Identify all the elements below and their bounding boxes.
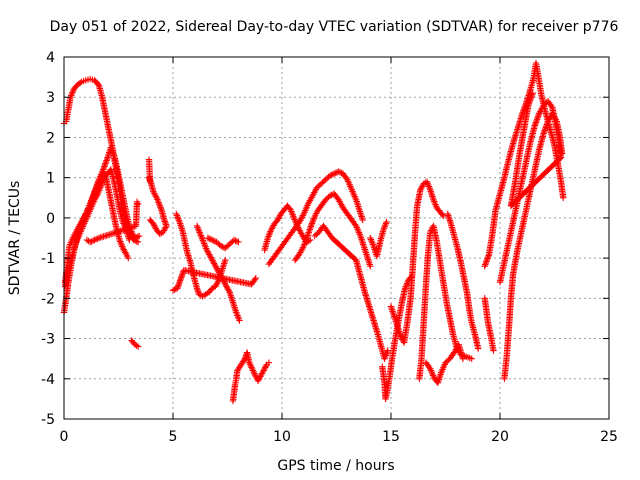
- data-point-markers: [367, 218, 415, 403]
- series-track-f: [145, 174, 170, 238]
- chart-title: Day 051 of 2022, Sidereal Day-to-day VTE…: [50, 19, 619, 35]
- data-point-markers: [229, 349, 273, 405]
- y-tick-label: -3: [41, 332, 55, 348]
- data-point-markers: [387, 178, 447, 346]
- series-track-d: [61, 168, 132, 286]
- grid: [64, 57, 609, 419]
- y-axis-label: SDTVAR / TECUs: [7, 181, 23, 296]
- x-axis-label: GPS time / hours: [277, 458, 394, 474]
- series-track-o: [367, 218, 415, 403]
- y-tick-label: 4: [46, 50, 55, 66]
- y-tick-label: 3: [46, 90, 55, 106]
- x-tick-label: 10: [273, 429, 291, 445]
- data-point-markers: [422, 210, 482, 386]
- series-track-n: [311, 222, 391, 362]
- y-tick-label: -1: [41, 251, 55, 267]
- y-tick-label: 0: [46, 211, 55, 227]
- series-track-i: [169, 234, 259, 294]
- series-track-e: [83, 156, 154, 350]
- data-point-markers: [145, 174, 170, 238]
- series-track-j: [229, 349, 273, 405]
- x-tick-label: 0: [60, 429, 69, 445]
- data-points: [60, 59, 567, 405]
- data-point-markers: [83, 156, 154, 350]
- y-tick-label: 2: [46, 130, 55, 146]
- data-point-markers: [416, 222, 475, 382]
- data-point-markers: [291, 190, 374, 270]
- x-tick-label: 25: [600, 429, 618, 445]
- data-point-markers: [61, 168, 132, 286]
- series-track-m: [291, 190, 374, 270]
- series-track-r: [422, 210, 482, 386]
- data-point-markers: [173, 210, 229, 300]
- series-track-q: [416, 222, 475, 382]
- x-tick-label: 20: [491, 429, 509, 445]
- x-tick-label: 15: [382, 429, 400, 445]
- y-tick-label: 1: [46, 171, 55, 187]
- data-point-markers: [311, 222, 391, 362]
- series-track-p: [387, 178, 447, 346]
- y-tick-label: -4: [41, 372, 55, 388]
- x-tick-label: 5: [169, 429, 178, 445]
- plot-frame: [63, 56, 610, 420]
- y-tick-label: -2: [41, 291, 55, 307]
- y-tick-label: -5: [41, 412, 55, 428]
- data-point-markers: [496, 90, 565, 286]
- series-track-l: [265, 168, 366, 268]
- data-point-markers: [265, 168, 366, 268]
- data-point-markers: [169, 234, 259, 294]
- series-track-u: [496, 90, 565, 286]
- series-track-g: [173, 210, 229, 300]
